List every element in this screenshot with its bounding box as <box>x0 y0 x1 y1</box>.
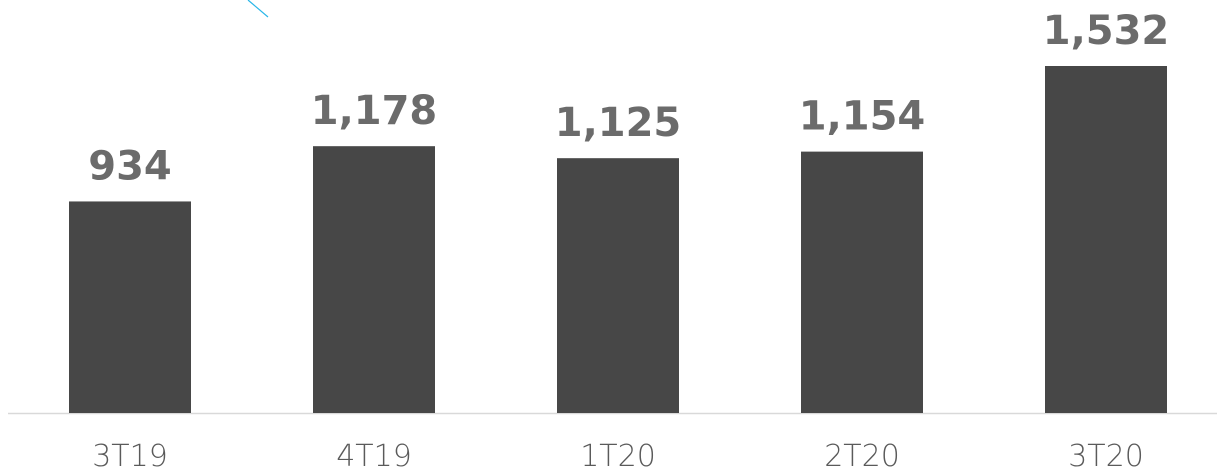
bar <box>557 158 679 413</box>
bar <box>801 151 923 413</box>
x-tick-label: 3T19 <box>92 439 168 471</box>
value-label: 1,532 <box>1043 8 1170 54</box>
bar <box>1045 66 1167 413</box>
value-label: 1,125 <box>555 100 682 146</box>
value-label: 1,154 <box>799 94 926 140</box>
x-tick-label: 1T20 <box>580 439 656 471</box>
bar <box>69 201 191 413</box>
x-tick-label: 4T19 <box>336 439 412 471</box>
x-tick-label: 2T20 <box>824 439 900 471</box>
value-label: 1,178 <box>311 88 438 134</box>
x-tick-label: 3T20 <box>1068 439 1144 471</box>
decor-line <box>247 0 269 18</box>
bar <box>313 146 435 413</box>
value-label: 934 <box>88 143 172 189</box>
